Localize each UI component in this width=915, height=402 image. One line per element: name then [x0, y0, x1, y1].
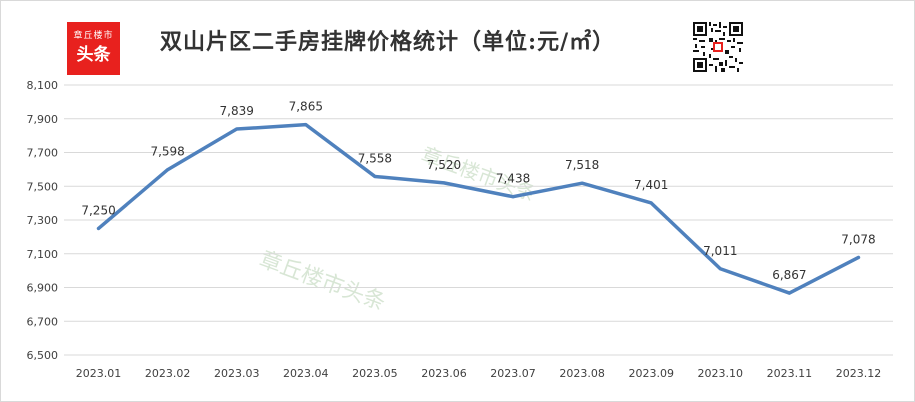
data-point [304, 123, 308, 127]
data-point [442, 181, 446, 185]
y-tick-label: 6,500 [27, 349, 59, 362]
data-point [166, 168, 170, 172]
data-label: 7,401 [634, 178, 668, 192]
data-label: 7,250 [81, 203, 115, 217]
y-tick-label: 7,300 [27, 214, 59, 227]
data-label: 7,520 [427, 158, 461, 172]
y-tick-label: 7,500 [27, 180, 59, 193]
x-tick-label: 2023.02 [145, 367, 191, 380]
x-tick-label: 2023.08 [559, 367, 605, 380]
series-line [96, 122, 861, 295]
y-tick-label: 6,700 [27, 315, 59, 328]
y-tick-label: 6,900 [27, 282, 59, 295]
logo-line1: 章丘楼市 [73, 31, 114, 41]
data-point [580, 181, 584, 185]
data-point [373, 174, 377, 178]
data-label: 7,438 [496, 172, 530, 186]
x-tick-label: 2023.04 [283, 367, 329, 380]
qr-code-icon [693, 22, 743, 72]
data-point [787, 291, 791, 295]
data-label: 7,518 [565, 158, 599, 172]
x-tick-label: 2023.05 [352, 367, 398, 380]
brand-logo: 章丘楼市 头条 [67, 22, 120, 75]
x-tick-label: 2023.07 [490, 367, 536, 380]
data-label: 7,598 [150, 145, 184, 159]
watermark-2: 章丘楼市头条 [256, 247, 389, 316]
data-label: 6,867 [772, 268, 806, 282]
data-point [649, 201, 653, 205]
data-label: 7,865 [289, 100, 323, 114]
x-tick-label: 2023.03 [214, 367, 260, 380]
y-tick-label: 7,700 [27, 147, 59, 160]
y-tick-label: 7,900 [27, 113, 59, 126]
data-point [235, 127, 239, 131]
x-tick-label: 2023.01 [76, 367, 122, 380]
x-tick-label: 2023.06 [421, 367, 467, 380]
x-tick-label: 2023.12 [836, 367, 882, 380]
data-label: 7,078 [841, 232, 875, 246]
data-label: 7,839 [220, 104, 254, 118]
data-label: 7,558 [358, 151, 392, 165]
y-tick-label: 8,100 [27, 79, 59, 92]
y-tick-label: 7,100 [27, 248, 59, 261]
x-tick-label: 2023.10 [698, 367, 744, 380]
data-point [511, 195, 515, 199]
chart-title: 双山片区二手房挂牌价格统计（单位:元/㎡） [160, 29, 616, 55]
x-tick-label: 2023.09 [628, 367, 674, 380]
x-tick-label: 2023.11 [767, 367, 813, 380]
logo-line2: 头条 [76, 45, 111, 65]
data-label: 7,011 [703, 244, 737, 258]
data-point [856, 255, 860, 259]
data-point [97, 226, 101, 230]
data-point [718, 267, 722, 271]
